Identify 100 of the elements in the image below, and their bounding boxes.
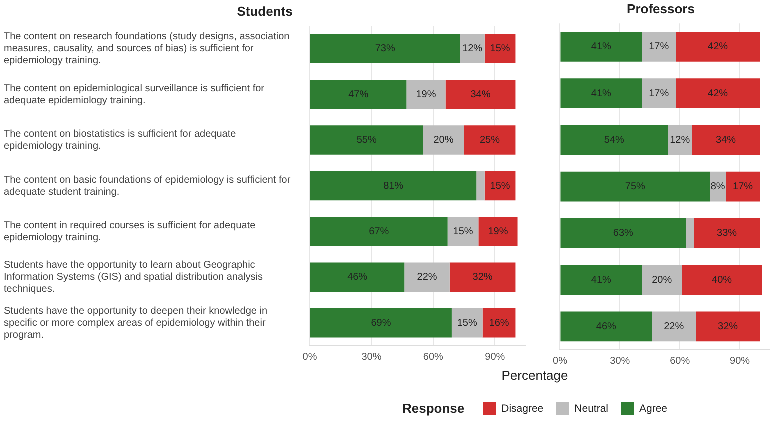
bar xyxy=(560,218,686,248)
data-label: 67% xyxy=(369,226,390,238)
data-label: 54% xyxy=(604,134,625,146)
data-label: 12% xyxy=(670,134,690,146)
y-tick-label: Students have the opportunity to deepen their knowledge in specific or more complex areas of epidemiology within their program. xyxy=(4,306,268,341)
bar xyxy=(560,78,642,108)
y-tick-label: Students have the opportunity to learn about Geographic Information Systems (GIS) and spatial distribution analysis techniques. xyxy=(4,260,263,296)
data-label: 81% xyxy=(384,180,404,192)
bar xyxy=(406,80,446,110)
bar xyxy=(476,171,485,201)
data-label: 15% xyxy=(457,318,478,329)
y-tick-label: The content on biostatistics is sufficient for adequate epidemiology training. xyxy=(4,129,237,152)
chart-title: Students xyxy=(237,4,293,19)
bar xyxy=(404,262,450,292)
bar xyxy=(310,126,424,155)
legend-title: Response xyxy=(402,401,465,416)
data-label: 42% xyxy=(708,42,728,53)
bar xyxy=(642,265,682,295)
data-label: 20% xyxy=(434,135,454,146)
bar xyxy=(310,308,452,338)
data-label: 73% xyxy=(375,44,396,55)
bar xyxy=(652,312,696,342)
bar xyxy=(310,262,405,292)
data-label: 46% xyxy=(596,321,617,332)
data-label: 75% xyxy=(625,182,646,193)
y-tick-label: The content on basic foundations of epidemiology is sufficient for adequate student training. xyxy=(4,174,292,198)
bar xyxy=(560,32,642,62)
x-tick-label: 90% xyxy=(485,352,506,363)
x-tick-label: 30% xyxy=(362,352,382,363)
bar xyxy=(310,217,448,246)
data-label: 33% xyxy=(717,228,738,240)
bar xyxy=(560,172,710,202)
x-tick-label: 0% xyxy=(553,356,568,367)
data-label: 17% xyxy=(649,42,670,53)
data-label: 63% xyxy=(613,228,634,240)
data-label: 12% xyxy=(462,44,483,55)
bar xyxy=(310,80,407,110)
bar xyxy=(694,218,760,248)
bar xyxy=(423,126,464,155)
y-tick-label: The content on epidemiological surveillance is sufficient for adequate epidemiology training. xyxy=(4,83,266,106)
bar xyxy=(696,312,760,342)
data-label: 8% xyxy=(710,182,726,193)
data-label: 19% xyxy=(416,89,436,100)
data-label: 41% xyxy=(591,274,612,286)
bar xyxy=(446,80,516,110)
y-tick-label: The content in required courses is sufficient for adequate epidemiology training. xyxy=(4,220,256,244)
data-label: 15% xyxy=(453,226,474,238)
data-label: 47% xyxy=(348,89,369,100)
bar xyxy=(448,217,479,246)
data-label: 15% xyxy=(490,44,510,55)
bar xyxy=(484,34,516,64)
data-label: 17% xyxy=(733,182,754,193)
chart-title: Professors xyxy=(627,1,695,16)
bar xyxy=(692,125,760,156)
bar xyxy=(642,78,676,108)
data-label: 22% xyxy=(664,321,684,332)
bar xyxy=(676,32,760,62)
data-label: 46% xyxy=(348,272,368,284)
data-label: 17% xyxy=(649,88,670,100)
bar xyxy=(642,32,676,62)
data-label: 55% xyxy=(356,135,377,146)
legend-label: Disagree xyxy=(502,402,544,414)
data-label: 19% xyxy=(488,226,508,238)
x-tick-label: 60% xyxy=(670,356,690,367)
bar xyxy=(460,34,485,64)
data-label: 16% xyxy=(489,318,510,329)
data-label: 41% xyxy=(591,42,612,53)
data-label: 15% xyxy=(490,180,510,192)
x-tick-label: 60% xyxy=(423,352,444,363)
bar xyxy=(452,308,483,338)
bar xyxy=(450,262,516,292)
x-tick-label: 0% xyxy=(302,352,318,363)
data-label: 32% xyxy=(718,321,738,332)
bar xyxy=(682,265,762,295)
bar xyxy=(310,34,460,64)
x-tick-label: 90% xyxy=(730,356,750,367)
data-label: 32% xyxy=(472,272,493,284)
bar xyxy=(686,218,694,248)
bar xyxy=(484,171,516,201)
bar xyxy=(560,312,652,342)
data-label: 42% xyxy=(708,88,728,100)
bar xyxy=(676,78,760,108)
bar xyxy=(726,172,760,202)
legend-label: Agree xyxy=(640,402,668,414)
bar xyxy=(560,125,668,156)
x-axis-title: Percentage xyxy=(500,368,570,383)
y-tick-label: The content on research foundations (study designs, association measures, causality, and sources of bias) is sufficient for epidemiology training. xyxy=(4,32,290,67)
legend-label: Neutral xyxy=(574,402,608,414)
bar xyxy=(310,171,477,201)
data-label: 20% xyxy=(652,274,672,286)
bar xyxy=(478,217,518,246)
data-label: 41% xyxy=(591,88,612,100)
data-label: 34% xyxy=(470,89,491,100)
data-label: 25% xyxy=(480,135,500,146)
x-tick-label: 30% xyxy=(610,356,630,367)
bar xyxy=(464,126,516,155)
data-label: 22% xyxy=(417,272,438,284)
bar xyxy=(560,265,642,295)
data-label: 34% xyxy=(716,134,736,146)
data-label: 40% xyxy=(712,274,732,286)
